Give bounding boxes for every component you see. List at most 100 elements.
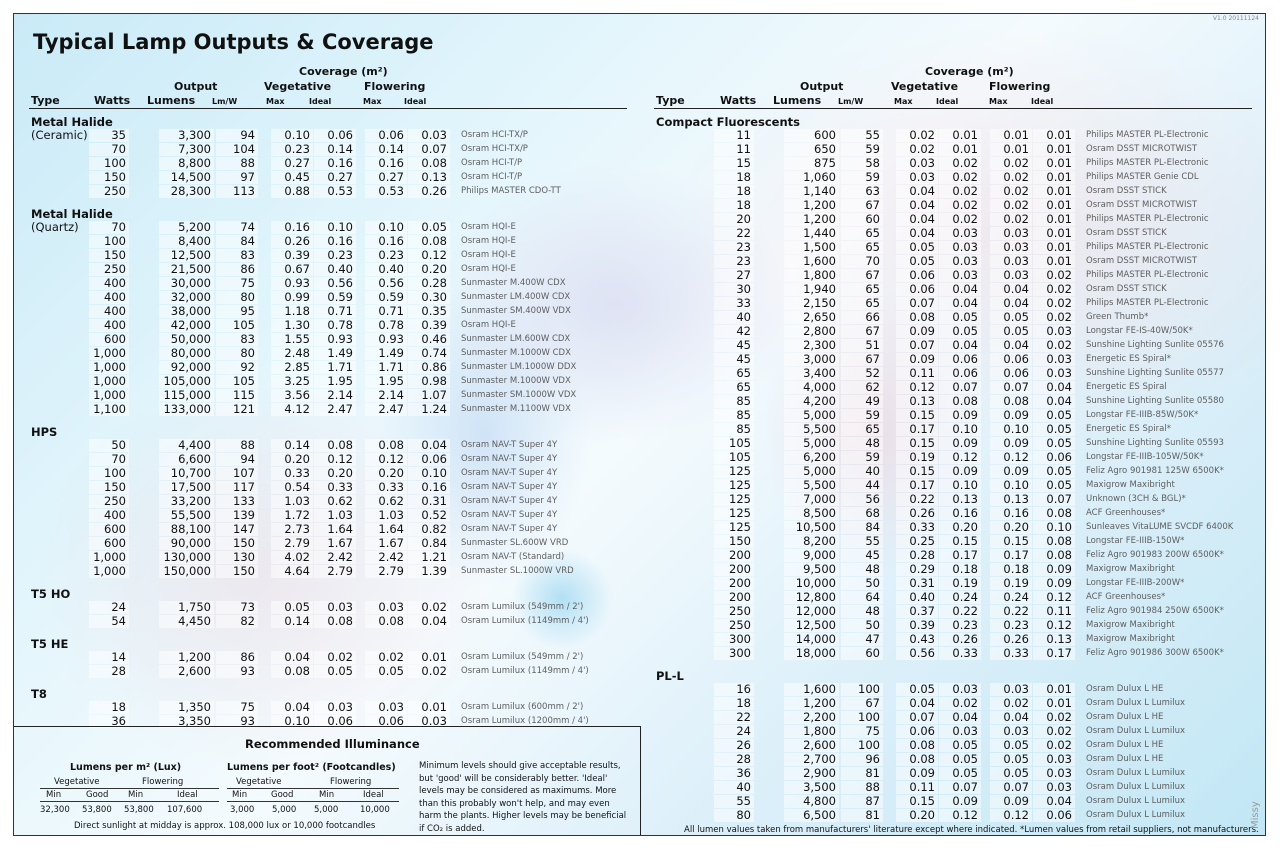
veg-max-cell: 0.04 xyxy=(271,651,313,664)
veg-ideal-cell: 0.59 xyxy=(314,291,356,304)
lamp-model: Feliz Agro 901983 200W 6500K* xyxy=(1086,550,1224,560)
lamp-row: (Ceramic) 35 3,300 94 0.10 0.06 0.06 0.03 Osram … xyxy=(14,129,634,143)
veg-ideal-cell: 0.24 xyxy=(939,591,981,604)
flow-ideal-cell: 0.30 xyxy=(408,291,450,304)
veg-max-cell: 0.37 xyxy=(896,605,938,618)
flow-max-cell: 0.02 xyxy=(990,199,1032,212)
watts-cell: 250 xyxy=(714,605,754,618)
lumens-cell: 1,800 xyxy=(784,725,839,738)
veg-max-cell: 0.45 xyxy=(271,171,313,184)
lumens-cell: 3,350 xyxy=(159,715,214,728)
flow-max-cell: 0.18 xyxy=(990,563,1032,576)
watts-cell: 11 xyxy=(714,129,754,142)
flow-ideal-cell: 0.03 xyxy=(408,715,450,728)
lamp-row: 40 3,500 88 0.11 0.07 0.07 0.03 Osram Dulux L L… xyxy=(14,781,1185,795)
lumens-cell: 14,500 xyxy=(159,171,214,184)
flow-max-cell: 0.10 xyxy=(990,423,1032,436)
lumens-cell: 2,200 xyxy=(784,711,839,724)
lamp-model: Philips MASTER PL-Electronic xyxy=(1086,242,1209,252)
veg-max-cell: 0.05 xyxy=(896,255,938,268)
watts-cell: 1,000 xyxy=(89,389,129,402)
lm-per-w-cell: 105 xyxy=(216,375,258,388)
veg-ideal-cell: 0.05 xyxy=(939,753,981,766)
lamp-row: 65 3,400 52 0.11 0.06 0.06 0.03 Sunshine Lighti… xyxy=(14,367,1224,381)
flow-ideal-cell: 0.08 xyxy=(1033,549,1075,562)
lumens-cell: 50,000 xyxy=(159,333,214,346)
lumens-cell: 7,300 xyxy=(159,143,214,156)
flow-max-cell: 0.07 xyxy=(990,381,1032,394)
lamp-row: 11 600 55 0.02 0.01 0.01 0.01 Philips MASTER PL… xyxy=(14,129,1209,143)
lm-per-w-cell: 80 xyxy=(216,291,258,304)
lamp-row: 250 21,500 86 0.67 0.40 0.40 0.20 Osram HQI-E xyxy=(14,263,634,277)
veg-ideal-cell: 0.06 xyxy=(939,367,981,380)
lamp-model: Osram Dulux L HE xyxy=(1086,754,1164,764)
flow-max-cell: 0.03 xyxy=(365,601,407,614)
watts-cell: 70 xyxy=(89,143,129,156)
flow-max-cell: 0.05 xyxy=(365,665,407,678)
flow-ideal-cell: 0.04 xyxy=(1033,395,1075,408)
lm-per-w-cell: 107 xyxy=(216,467,258,480)
veg-ideal-cell: 0.02 xyxy=(939,199,981,212)
watts-cell: 1,000 xyxy=(89,551,129,564)
watts-cell: 16 xyxy=(714,683,754,696)
veg-max-cell: 0.17 xyxy=(896,479,938,492)
lamp-model: Sunleaves VitaLUME SVCDF 6400K xyxy=(1086,522,1234,532)
fc-title: Lumens per foot² (Footcandles) xyxy=(227,762,396,773)
watts-header: Watts xyxy=(94,94,131,107)
lamp-row: 28 2,600 93 0.08 0.05 0.05 0.02 Osram Lumilux (… xyxy=(14,665,634,679)
veg-ideal-cell: 1.67 xyxy=(314,537,356,550)
lm-per-w-cell: 133 xyxy=(216,495,258,508)
lamp-model: Osram NAV-T Super 4Y xyxy=(461,454,558,464)
lamp-model: Osram Lumilux (1149mm / 4') xyxy=(461,616,589,626)
lm-per-w-cell: 75 xyxy=(216,701,258,714)
flow-ideal-cell: 0.05 xyxy=(1033,465,1075,478)
lm-per-w-cell: 121 xyxy=(216,403,258,416)
lamp-row: 200 10,000 50 0.31 0.19 0.19 0.09 Longstar FE-I… xyxy=(14,577,1184,591)
flow-ideal-cell: 0.06 xyxy=(1033,451,1075,464)
lamp-row: 70 7,300 104 0.23 0.14 0.14 0.07 Osram HCI-TX/P xyxy=(14,143,634,157)
lamp-model: Unknown (3CH & BGL)* xyxy=(1086,494,1186,504)
lumens-cell: 9,500 xyxy=(784,563,839,576)
lux-title: Lumens per m² (Lux) xyxy=(70,762,182,773)
watts-cell: 11 xyxy=(714,143,754,156)
veg-max-cell: 1.72 xyxy=(271,509,313,522)
watts-cell: 18 xyxy=(714,199,754,212)
veg-max-cell: 0.04 xyxy=(271,701,313,714)
watts-cell: 20 xyxy=(714,213,754,226)
lm-per-w-cell: 88 xyxy=(216,439,258,452)
lm-per-w-cell: 147 xyxy=(216,523,258,536)
watts-cell: 85 xyxy=(714,395,754,408)
lamp-model: Osram Lumilux (600mm / 2') xyxy=(461,702,584,712)
page-title: Typical Lamp Outputs & Coverage xyxy=(33,30,434,54)
flow-ideal-cell: 0.13 xyxy=(1033,633,1075,646)
lamp-row: 1,000 80,000 80 2.48 1.49 1.49 0.74 Sunmaster M… xyxy=(14,347,634,361)
flow-ideal-cell: 0.07 xyxy=(1033,493,1075,506)
veg-ideal-cell: 0.03 xyxy=(939,255,981,268)
flow-max-cell: 0.05 xyxy=(990,325,1032,338)
lumens-cell: 8,800 xyxy=(159,157,214,170)
lamp-row: 70 6,600 94 0.20 0.12 0.12 0.06 Osram NAV-T Sup… xyxy=(14,453,634,467)
lamp-row: (Quartz) 70 5,200 74 0.16 0.10 0.10 0.05 Osram H… xyxy=(14,221,634,235)
veg-max-cell: 4.02 xyxy=(271,551,313,564)
flow-ideal-cell: 0.02 xyxy=(1033,283,1075,296)
flow-ideal-cell: 0.26 xyxy=(408,185,450,198)
lamp-row: 55 4,800 87 0.15 0.09 0.09 0.04 Osram Dulux L L… xyxy=(14,795,1185,809)
veg-max-cell: 0.06 xyxy=(896,283,938,296)
lm-per-w-cell: 67 xyxy=(841,269,883,282)
watts-cell: 300 xyxy=(714,647,754,660)
lamp-model: Osram Lumilux (1149mm / 4') xyxy=(461,666,589,676)
flow-ideal-cell: 0.11 xyxy=(1033,605,1075,618)
lamp-row: 18 1,140 63 0.04 0.02 0.02 0.01 Osram DSST STIC… xyxy=(14,185,1167,199)
lm-per-w-cell: 66 xyxy=(841,311,883,324)
veg-max-cell: 0.06 xyxy=(896,725,938,738)
veg-ideal-cell: 0.08 xyxy=(314,615,356,628)
lamp-model: Philips MASTER PL-Electronic xyxy=(1086,214,1209,224)
flow-ideal-cell: 0.09 xyxy=(1033,563,1075,576)
flowering-header: Flowering xyxy=(989,80,1051,93)
lamp-row: 24 1,800 75 0.06 0.03 0.03 0.02 Osram Dulux L L… xyxy=(14,725,1185,739)
lamp-row: 125 5,500 44 0.17 0.10 0.10 0.05 Maxigrow Maxib… xyxy=(14,479,1175,493)
lamp-row: 1,000 115,000 115 3.56 2.14 2.14 1.07 Sunmaster… xyxy=(14,389,634,403)
lumens-cell: 3,500 xyxy=(784,781,839,794)
veg-max-cell: 0.08 xyxy=(896,753,938,766)
flow-max-cell: 0.05 xyxy=(990,311,1032,324)
